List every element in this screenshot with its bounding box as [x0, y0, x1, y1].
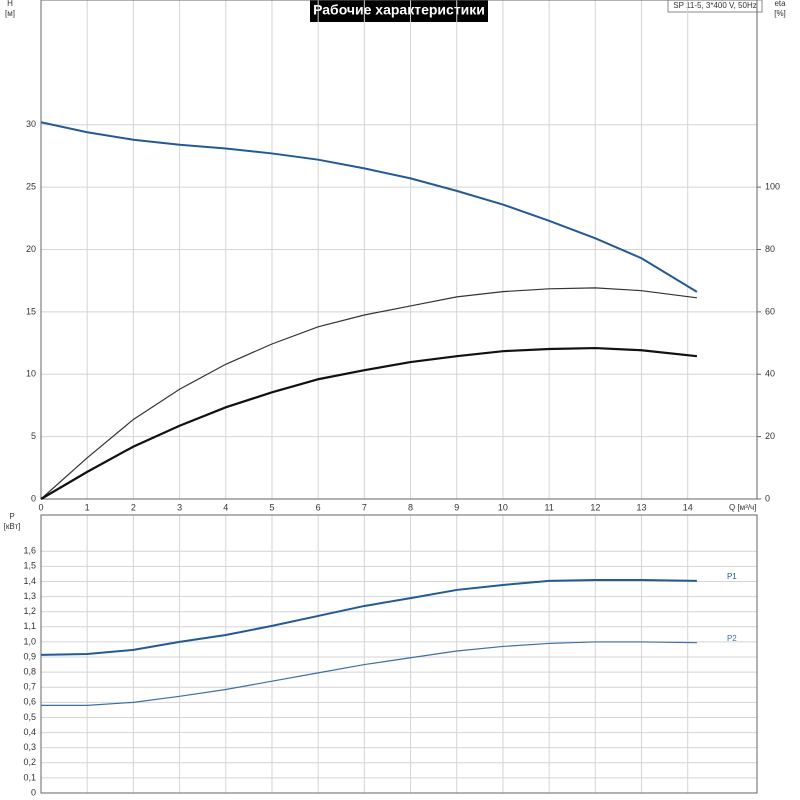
chart-title: Рабочие характеристики [313, 2, 485, 18]
y-tick-label: 1,0 [23, 636, 36, 646]
y2-tick-label: 0 [765, 493, 770, 503]
y-tick-label: 0,4 [23, 727, 36, 737]
x-tick-label: 0 [38, 502, 43, 512]
y-axis-label: [кВт] [4, 522, 21, 531]
x-tick-label: 12 [590, 502, 600, 512]
curve [41, 641, 697, 706]
x-tick-label: 6 [316, 502, 321, 512]
y-tick-label: 0 [31, 493, 36, 503]
y-tick-label: 10 [26, 369, 36, 379]
x-tick-label: 4 [223, 502, 228, 512]
y-tick-label: 30 [26, 119, 36, 129]
y-tick-label: 0,2 [23, 757, 36, 767]
y2-axis-label: eta [774, 0, 786, 8]
y-tick-label: 0,9 [23, 651, 36, 661]
y-axis-label: P [9, 512, 14, 521]
y-tick-label: 1,1 [23, 621, 36, 631]
curve [40, 287, 698, 500]
y-tick-label: 0,5 [23, 712, 36, 722]
y-tick-label: 0,8 [23, 667, 36, 677]
y2-tick-label: 80 [765, 244, 775, 254]
y2-tick-label: 40 [765, 369, 775, 379]
x-tick-label: 7 [362, 502, 367, 512]
x-tick-label: 10 [498, 502, 508, 512]
x-tick-label: 3 [177, 502, 182, 512]
y-axis-label: [м] [5, 9, 15, 18]
curve [40, 578, 697, 656]
y-tick-label: 1,4 [23, 576, 36, 586]
y-tick-label: 1,3 [23, 591, 36, 601]
y-tick-label: 0,1 [23, 772, 36, 782]
annotation-box [667, 0, 763, 13]
y-axis-label: H [7, 0, 13, 8]
y-tick-label: 0 [31, 787, 36, 797]
x-tick-label: 5 [269, 502, 274, 512]
y-tick-label: 25 [26, 182, 36, 192]
curve [40, 346, 698, 500]
y-tick-label: 0,7 [23, 682, 36, 692]
y2-tick-label: 20 [765, 431, 775, 441]
y2-axis-label: [%] [774, 9, 786, 18]
x-tick-label: 2 [131, 502, 136, 512]
y2-tick-label: 100 [765, 182, 780, 192]
y-tick-label: 1,2 [23, 606, 36, 616]
y-tick-label: 1,5 [23, 561, 36, 571]
curve-label: P2 [727, 634, 737, 643]
y-tick-label: 0,6 [23, 697, 36, 707]
y-tick-label: 5 [31, 431, 36, 441]
annotation: SP 11-5, 3*400 V, 50Hz [673, 1, 756, 10]
y-tick-label: 1,6 [23, 546, 36, 556]
y2-tick-label: 60 [765, 306, 775, 316]
x-axis-label: Q [м³/ч] [729, 503, 756, 512]
x-tick-label: 1 [85, 502, 90, 512]
x-tick-label: 14 [683, 502, 693, 512]
y-tick-label: 20 [26, 244, 36, 254]
y-tick-label: 0,3 [23, 742, 36, 752]
x-tick-label: 11 [544, 502, 553, 512]
plot-frame [40, 0, 758, 500]
title-box [310, 0, 488, 22]
x-tick-label: 9 [454, 502, 459, 512]
curve-label: P1 [727, 572, 737, 581]
plot-frame [40, 514, 758, 794]
curve [40, 121, 698, 293]
x-tick-label: 13 [637, 502, 647, 512]
x-tick-label: 8 [408, 502, 413, 512]
y-tick-label: 15 [26, 306, 36, 316]
